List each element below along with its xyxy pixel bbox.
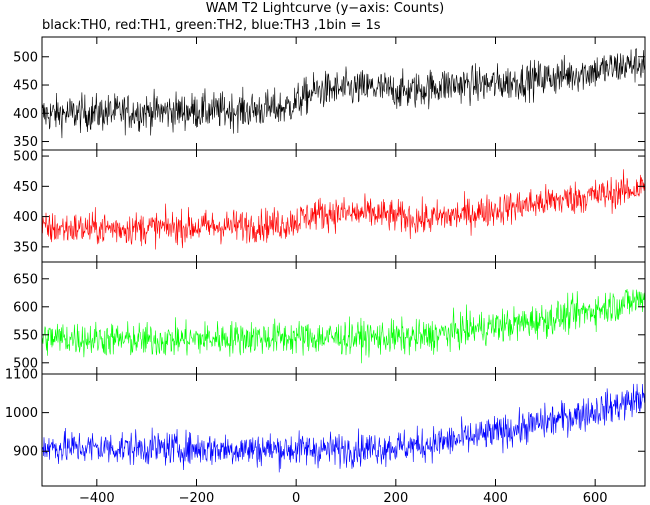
series-line-th1 xyxy=(42,169,645,250)
y-tick-label: 650 xyxy=(13,272,38,287)
chart-legend-text: black:TH0, red:TH1, green:TH2, blue:TH3 … xyxy=(42,18,381,33)
x-tick-label: 400 xyxy=(483,491,508,505)
panel-frame-th2 xyxy=(41,261,646,375)
y-tick-label: 450 xyxy=(13,79,38,94)
chart-title: WAM T2 Lightcurve (y−axis: Counts) xyxy=(205,1,445,16)
series-line-th3 xyxy=(42,383,645,473)
y-tick-label: 550 xyxy=(13,328,38,343)
panel-frame-th0 xyxy=(41,36,646,151)
y-tick-label: 350 xyxy=(13,135,38,150)
panel-frame-th3 xyxy=(41,373,646,487)
y-tick-label: 350 xyxy=(13,240,38,255)
series-line-th2 xyxy=(42,288,645,364)
x-tick-label: 0 xyxy=(292,491,300,505)
series-line-th0 xyxy=(42,48,645,139)
y-tick-label: 500 xyxy=(13,50,38,65)
y-tick-label: 500 xyxy=(13,356,38,371)
x-tick-label: 600 xyxy=(583,491,608,505)
x-tick-label: −200 xyxy=(179,491,215,505)
y-tick-label: 400 xyxy=(13,107,38,122)
y-tick-label: 900 xyxy=(13,445,38,460)
y-tick-label: 500 xyxy=(13,150,38,165)
x-tick-label: 200 xyxy=(383,491,408,505)
y-tick-label: 600 xyxy=(13,300,38,315)
y-tick-label: 1100 xyxy=(5,368,38,383)
x-tick-label: −400 xyxy=(79,491,115,505)
y-tick-label: 1000 xyxy=(5,406,38,421)
y-tick-label: 400 xyxy=(13,210,38,225)
y-tick-label: 450 xyxy=(13,180,38,195)
